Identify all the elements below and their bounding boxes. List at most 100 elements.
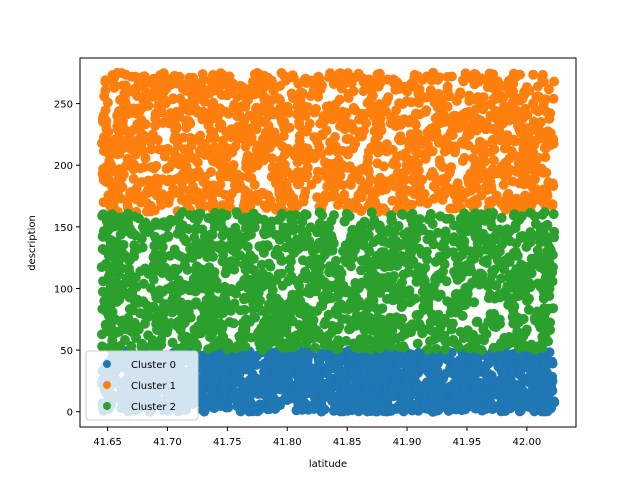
data-point	[526, 372, 537, 383]
data-point	[356, 206, 367, 217]
data-point	[248, 76, 258, 87]
data-point	[204, 286, 215, 297]
data-point	[395, 83, 406, 94]
data-point	[247, 355, 258, 366]
x-tick-label: 41.65	[93, 437, 122, 448]
data-point	[313, 91, 324, 102]
data-point	[254, 242, 265, 252]
data-point	[430, 274, 441, 285]
data-point	[355, 188, 366, 199]
data-point	[101, 321, 112, 332]
data-point	[339, 254, 350, 265]
data-point	[277, 365, 287, 376]
data-point	[540, 152, 551, 163]
data-point	[524, 304, 534, 315]
data-point	[152, 305, 162, 316]
data-point	[543, 177, 554, 188]
data-point	[359, 310, 370, 321]
data-point	[416, 357, 427, 368]
data-point	[130, 244, 141, 255]
data-point	[455, 87, 466, 98]
data-point	[240, 89, 251, 100]
x-tick-label: 42.00	[513, 437, 542, 448]
data-point	[510, 246, 521, 257]
data-point	[338, 280, 349, 291]
data-point	[166, 268, 176, 279]
data-point	[139, 162, 149, 173]
data-point	[336, 83, 347, 94]
data-point	[467, 113, 478, 123]
data-point	[153, 100, 164, 111]
data-point	[406, 158, 417, 169]
x-tick-label: 41.85	[333, 437, 362, 448]
data-point	[359, 217, 370, 228]
data-point	[404, 247, 415, 258]
data-point	[328, 405, 339, 416]
data-point	[230, 387, 241, 398]
data-point	[333, 360, 344, 371]
legend: Cluster 0 Cluster 1 Cluster 2	[85, 350, 199, 421]
data-point	[476, 73, 487, 84]
data-point	[132, 294, 143, 305]
data-point	[533, 122, 544, 133]
data-point	[183, 224, 194, 234]
data-point	[122, 324, 133, 335]
data-point	[423, 130, 434, 141]
data-point	[268, 109, 279, 120]
data-point	[257, 345, 268, 355]
data-point	[408, 115, 419, 126]
data-point	[175, 285, 186, 296]
data-point	[150, 120, 161, 131]
data-point	[382, 328, 393, 339]
data-point	[398, 255, 409, 265]
data-point	[154, 285, 165, 296]
data-point	[164, 174, 175, 185]
data-point	[134, 193, 144, 204]
data-point	[447, 130, 458, 141]
data-point	[342, 404, 353, 415]
data-point	[240, 264, 251, 275]
data-point	[216, 326, 227, 337]
data-point	[447, 120, 458, 131]
data-point	[125, 193, 136, 203]
data-point	[223, 402, 234, 413]
data-point	[549, 226, 560, 237]
data-point	[241, 162, 252, 173]
data-point	[525, 207, 536, 218]
data-point	[137, 102, 148, 113]
data-point	[202, 189, 213, 200]
data-point	[103, 190, 114, 201]
data-point	[298, 386, 309, 397]
data-point	[533, 91, 544, 102]
data-point	[178, 158, 189, 168]
data-point	[263, 97, 274, 108]
data-point	[549, 76, 560, 87]
legend-marker-cluster-2	[103, 402, 111, 410]
data-point	[335, 170, 346, 181]
data-point	[302, 102, 313, 113]
data-point	[463, 374, 473, 385]
data-point	[366, 207, 377, 218]
data-point	[408, 356, 418, 367]
data-point	[528, 69, 539, 80]
data-point	[220, 268, 231, 279]
data-point	[305, 91, 316, 101]
data-point	[273, 93, 284, 104]
data-point	[471, 160, 482, 171]
data-point	[163, 231, 174, 242]
data-point	[336, 268, 347, 279]
series-cluster-1	[96, 67, 560, 217]
data-point	[412, 338, 423, 349]
data-point	[317, 292, 328, 303]
data-point	[252, 158, 263, 169]
data-point	[490, 85, 501, 96]
data-point	[109, 178, 120, 188]
data-point	[256, 259, 267, 270]
data-point	[525, 282, 536, 293]
data-point	[499, 136, 510, 147]
data-point	[340, 240, 351, 251]
data-point	[239, 275, 250, 286]
data-point	[154, 219, 165, 230]
data-point	[414, 92, 425, 103]
